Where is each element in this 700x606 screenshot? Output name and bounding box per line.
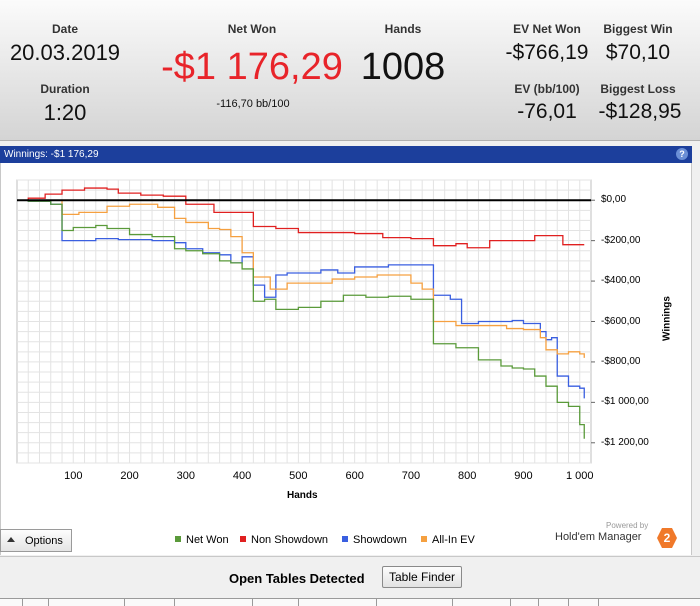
hands-value: 1008 [360,46,446,88]
x-tick-label: 100 [64,470,83,482]
ev-net-won-label: EV Net Won [513,22,581,36]
legend-label: Showdown [353,534,407,546]
series-line-showdown [17,199,585,399]
biggest-loss-label: Biggest Loss [600,82,676,96]
grid-column-divider [452,598,453,606]
grid-column-divider [510,598,511,606]
legend-swatch [175,536,181,542]
legend-label: Non Showdown [251,534,329,546]
table-finder-button[interactable]: Table Finder [382,566,462,588]
x-tick-label: 500 [289,470,308,482]
series-line-all-in-ev [17,199,585,358]
y-tick-label: -$1 200,00 [601,436,649,448]
hands-label: Hands [384,22,422,36]
x-tick-label: 400 [232,470,252,482]
y-tick-label: -$600,00 [601,315,641,327]
x-tick-label: 600 [345,470,364,482]
duration-value: 1:20 [43,100,87,125]
ev-bb100-label: EV (bb/100) [514,82,580,96]
legend-swatch [342,536,348,542]
x-tick-label: 700 [401,470,421,482]
legend-label: All-In EV [432,534,475,546]
legend-swatch [240,536,246,542]
legend-label: Net Won [186,534,229,546]
x-tick-label: 300 [176,470,195,482]
grid-column-divider [252,598,253,606]
ev-bb100-value: -76,01 [517,100,577,123]
x-tick-label: 900 [514,470,533,482]
tables-grid-header [0,598,700,606]
x-tick-label: 800 [458,470,477,482]
winnings-chart-panel: $0,00 -$200,00 -$400,00 -$600,00 -$800,00 -$1… [0,163,692,555]
date-label: Date [51,22,78,36]
legend-net-won[interactable]: Net Won [175,534,229,546]
net-won-label: Net Won [227,22,277,36]
legend-non-showdown[interactable]: Non Showdown [240,534,328,546]
powered-by: Powered by [606,521,649,530]
winnings-title-bar: Winnings: -$1 176,29 ? [0,146,692,163]
duration-label: Duration [40,82,90,96]
bb-per-100: -116,70 bb/100 [216,98,290,110]
biggest-win-label: Biggest Win [603,22,673,36]
y-tick-label: -$1 000,00 [601,396,649,408]
help-icon[interactable]: ? [676,148,688,160]
caret-up-icon [7,537,15,542]
grid-column-divider [538,598,539,606]
y-tick-label: $0,00 [601,194,627,206]
hem-logo-icon: 2 [657,528,677,548]
biggest-win-value: $70,10 [605,41,671,64]
x-tick-label: 200 [120,470,139,482]
series-line-non-showdown [17,187,585,249]
y-tick-label: -$200,00 [601,234,641,246]
open-tables-panel [0,556,700,606]
grid-column-divider [174,598,175,606]
legend-showdown[interactable]: Showdown [342,534,407,546]
grid-column-divider [48,598,49,606]
options-label: Options [25,535,63,547]
y-tick-label: -$800,00 [601,355,641,367]
x-tick-label: 1 000 [565,470,594,482]
grid-column-divider [22,598,23,606]
grid-column-divider [376,598,377,606]
biggest-loss-value: -$128,95 [598,100,682,123]
grid-column-divider [598,598,599,606]
series-line-net-won [17,199,585,439]
options-button[interactable]: Options [0,529,72,552]
x-axis-label: Hands [287,490,318,501]
grid-column-divider [568,598,569,606]
ev-net-won-value: -$766,19 [505,41,589,64]
legend-all-in-ev[interactable]: All-In EV [421,534,475,546]
grid-column-divider [298,598,299,606]
grid-column-divider [124,598,125,606]
y-axis-label: Winnings [661,296,673,341]
date-value: 20.03.2019 [9,40,121,65]
winnings-chart [16,179,595,464]
net-won-value: -$1 176,29 [161,46,343,88]
legend-swatch [421,536,427,542]
winnings-title: Winnings: -$1 176,29 [4,149,99,160]
session-summary-header: Date 20.03.2019 Duration 1:20 Net Won -$… [0,0,700,141]
brand-name: Hold'em Manager [555,531,642,543]
y-tick-label: -$400,00 [601,275,641,287]
open-tables-title: Open Tables Detected [229,571,365,586]
